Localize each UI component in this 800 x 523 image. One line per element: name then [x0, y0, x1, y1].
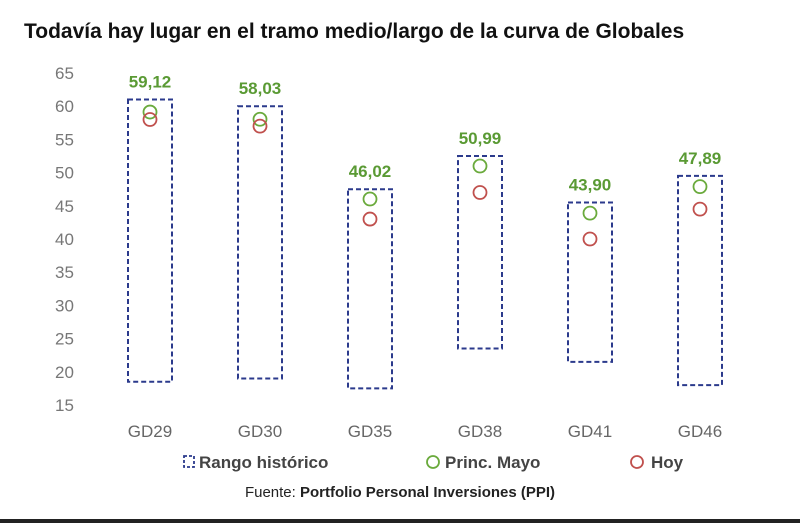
marker-point: [692, 201, 708, 217]
y-tick-label: 25: [55, 330, 74, 349]
data-label: 58,03: [239, 79, 282, 98]
data-label: 47,89: [679, 149, 722, 168]
legend-label: Hoy: [651, 453, 684, 472]
category-label: GD29: [128, 422, 172, 441]
y-tick-label: 30: [55, 296, 74, 315]
source-note: Fuente: Portfolio Personal Inversiones (…: [0, 484, 800, 501]
y-axis: 15 20 25 30 35 40 45 50 55 60 65: [55, 64, 74, 415]
y-tick-label: 45: [55, 197, 74, 216]
marker-point: [582, 231, 598, 247]
x-axis: GD29 GD30 GD35 GD38 GD41 GD46: [128, 422, 722, 441]
source-name: Portfolio Personal Inversiones (PPI): [299, 484, 556, 501]
range-box: [127, 98, 173, 383]
marker-point: [142, 104, 158, 120]
data-labels: 59,12 58,03 46,02 50,99 43,90 47,89: [129, 73, 722, 195]
marker-point: [252, 111, 268, 127]
range-box: [237, 105, 283, 380]
chart-title: Todavía hay lugar en el tramo medio/larg…: [24, 20, 685, 43]
marker-point: [142, 112, 158, 127]
data-label: 50,99: [459, 129, 502, 148]
y-tick-label: 60: [55, 97, 74, 116]
category-label: GD38: [458, 422, 502, 441]
legend: Rango histórico Princ. Mayo Hoy: [183, 453, 684, 472]
y-tick-label: 65: [55, 64, 74, 83]
y-tick-label: 20: [55, 363, 74, 382]
marker-point: [362, 191, 378, 207]
legend-label: Princ. Mayo: [445, 453, 540, 472]
y-tick-label: 40: [55, 230, 74, 249]
legend-label: Rango histórico: [199, 453, 328, 472]
marker-point: [252, 118, 268, 134]
data-label: 43,90: [569, 175, 612, 194]
legend-mayo-swatch: [426, 455, 440, 469]
category-label: GD30: [238, 422, 282, 441]
y-tick-label: 15: [55, 396, 74, 415]
category-label: GD41: [568, 422, 612, 441]
marker-point: [692, 179, 708, 195]
range-box: [677, 174, 723, 387]
y-tick-label: 55: [55, 130, 74, 149]
legend-hoy-swatch: [630, 455, 644, 469]
range-box: [567, 201, 613, 363]
marker-point: [472, 185, 488, 200]
range-box: [347, 188, 393, 390]
data-label: 59,12: [129, 73, 172, 92]
marker-point: [472, 158, 488, 174]
range-boxes: [127, 98, 723, 390]
marker-point: [582, 205, 598, 221]
marker-point: [362, 211, 378, 227]
hoy-markers: [142, 112, 708, 247]
y-tick-label: 50: [55, 164, 74, 183]
category-label: GD35: [348, 422, 392, 441]
y-tick-label: 35: [55, 263, 74, 282]
bottom-rule: [0, 519, 800, 523]
princ-mayo-markers: [142, 104, 708, 221]
data-label: 46,02: [349, 162, 392, 181]
category-label: GD46: [678, 422, 722, 441]
source-prefix: Fuente:: [244, 484, 300, 501]
range-box: [457, 155, 503, 350]
legend-range-swatch: [183, 455, 195, 468]
